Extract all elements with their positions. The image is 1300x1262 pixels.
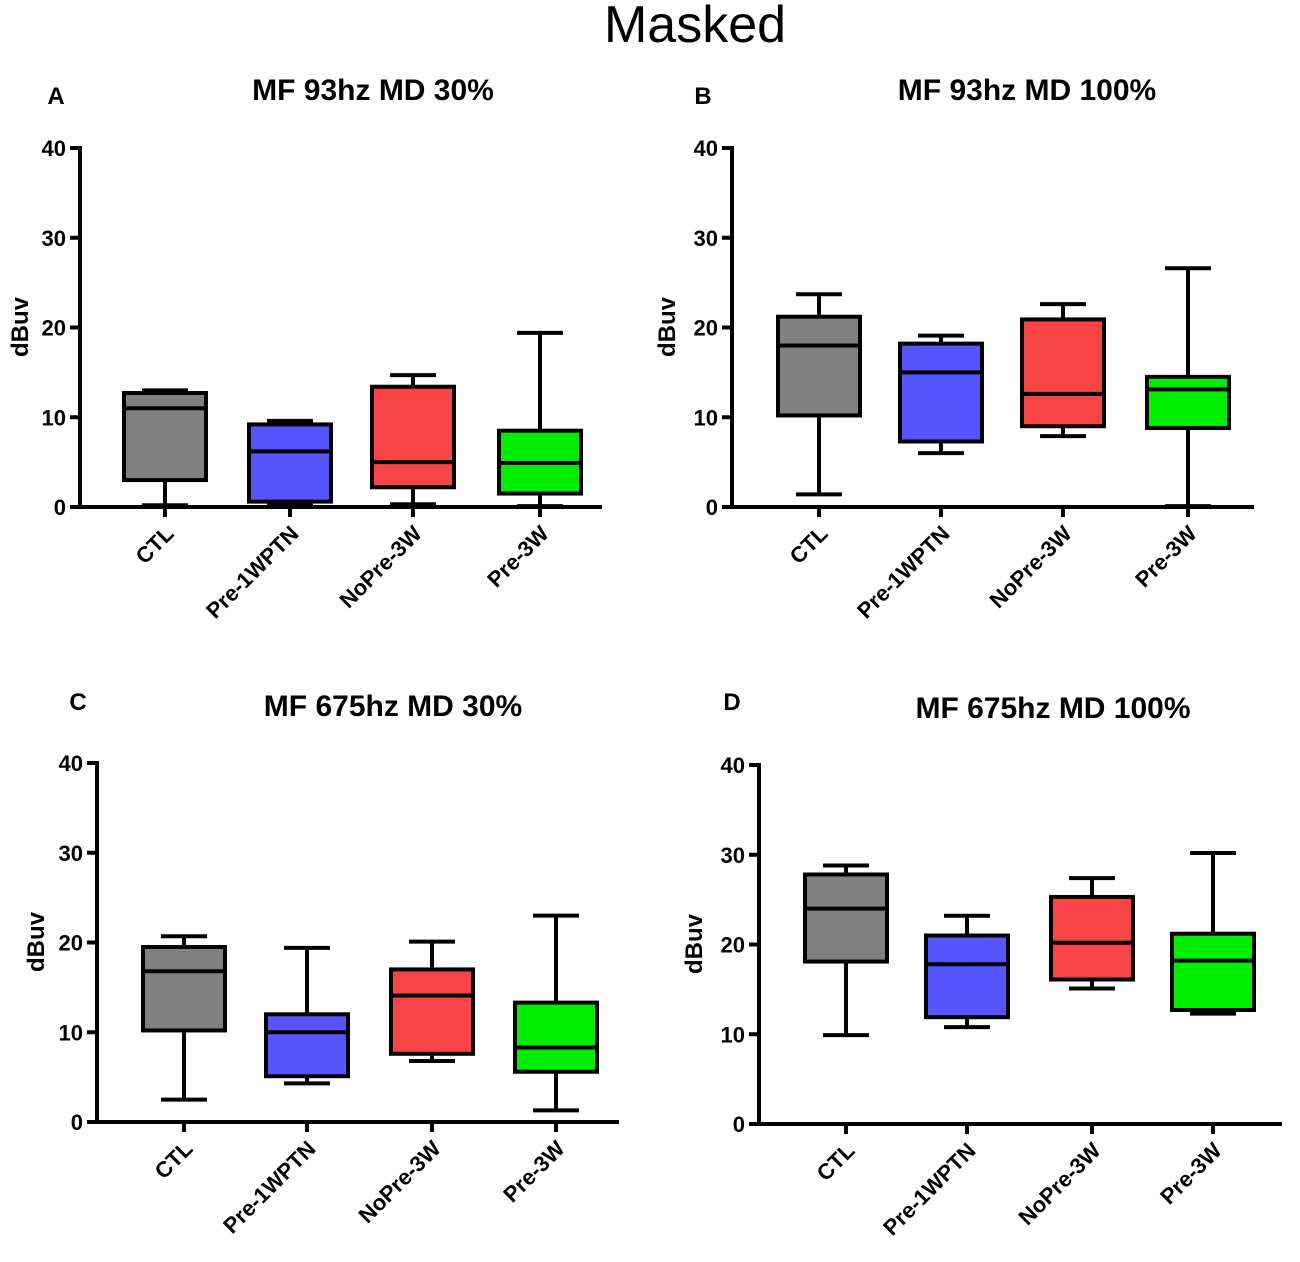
figure-title: Masked <box>604 0 786 54</box>
y-tick-label: 0 <box>733 1112 745 1137</box>
y-tick-label: 30 <box>721 843 745 868</box>
iqr-box <box>264 1012 350 1079</box>
box-pre-3w: Pre-3W <box>1130 266 1231 592</box>
category-label: Pre-3W <box>1155 1138 1226 1209</box>
iqr-box <box>122 391 208 483</box>
y-axis-title: dBuv <box>23 911 50 972</box>
y-tick-label: 40 <box>721 753 745 778</box>
y-tick-label: 40 <box>694 136 718 161</box>
box-ctl: CTL <box>776 292 862 569</box>
iqr-box <box>924 933 1010 1020</box>
box-ctl: CTL <box>122 388 208 569</box>
box-pre-1wptn: Pre-1WPTN <box>878 913 1010 1240</box>
y-tick-label: 0 <box>54 495 66 520</box>
y-tick-label: 30 <box>694 226 718 251</box>
box-pre-3w: Pre-3W <box>482 330 583 592</box>
y-axis-title: dBuv <box>654 296 681 357</box>
y-tick-label: 10 <box>721 1022 745 1047</box>
panel-letter: B <box>694 83 711 110</box>
y-tick-label: 30 <box>42 226 66 251</box>
panel-a: A MF 93hz MD 30% dBuv 0 10 20 30 40 CTL Pre-1WPTN… <box>7 74 602 623</box>
y-tick-label: 30 <box>59 841 83 866</box>
y-tick-label: 20 <box>694 316 718 341</box>
panel-letter: A <box>47 83 64 110</box>
box-pre-3w: Pre-3W <box>1155 850 1256 1209</box>
box-pre-1wptn: Pre-1WPTN <box>218 945 350 1238</box>
iqr-box <box>1020 317 1106 429</box>
y-axis-title: dBuv <box>681 913 708 974</box>
panel-d: D MF 675hz MD 100% dBuv 0 10 20 30 40 CTL Pre-1WP… <box>681 689 1282 1240</box>
y-tick-label: 40 <box>59 751 83 776</box>
category-label: CTL <box>812 1138 860 1186</box>
iqr-box <box>141 944 227 1033</box>
y-tick-label: 10 <box>42 405 66 430</box>
panel-title: MF 675hz MD 30% <box>264 690 522 723</box>
y-tick-label: 0 <box>71 1110 83 1135</box>
y-tick-label: 0 <box>706 495 718 520</box>
box-nopre-3w: NoPre-3W <box>1014 876 1135 1230</box>
panel-b: B MF 93hz MD 100% dBuv 0 10 20 30 40 CTL Pre-1WPT… <box>654 74 1254 623</box>
category-label: Pre-1WPTN <box>852 521 954 623</box>
panel-letter: C <box>69 689 86 716</box>
iqr-box <box>1145 374 1231 431</box>
category-label: NoPre-3W <box>1014 1138 1106 1230</box>
category-label: CTL <box>131 521 179 569</box>
panel-title: MF 93hz MD 100% <box>898 74 1156 107</box>
y-tick-label: 20 <box>59 931 83 956</box>
iqr-box <box>1049 894 1135 982</box>
iqr-box <box>370 384 456 490</box>
category-label: Pre-1WPTN <box>218 1136 320 1238</box>
box-nopre-3w: NoPre-3W <box>335 373 456 613</box>
category-label: NoPre-3W <box>985 521 1077 613</box>
iqr-box <box>389 967 475 1056</box>
box-pre-1wptn: Pre-1WPTN <box>852 333 984 623</box>
box-nopre-3w: NoPre-3W <box>354 939 475 1228</box>
iqr-box <box>776 314 862 418</box>
iqr-box <box>1170 931 1256 1013</box>
category-label: NoPre-3W <box>354 1136 446 1228</box>
panel-c: C MF 675hz MD 30% dBuv 0 10 20 30 40 CTL Pre-1WPT… <box>23 689 619 1238</box>
iqr-box <box>803 872 889 964</box>
box-nopre-3w: NoPre-3W <box>985 302 1106 613</box>
category-label: Pre-1WPTN <box>878 1138 980 1240</box>
category-label: Pre-3W <box>498 1136 569 1207</box>
panel-letter: D <box>723 689 740 716</box>
box-pre-3w: Pre-3W <box>498 913 599 1207</box>
category-label: CTL <box>150 1136 198 1184</box>
y-tick-label: 20 <box>42 316 66 341</box>
y-tick-label: 20 <box>721 933 745 958</box>
panel-title: MF 93hz MD 30% <box>252 74 494 107</box>
y-tick-label: 10 <box>694 405 718 430</box>
category-label: CTL <box>785 521 833 569</box>
box-ctl: CTL <box>141 934 227 1184</box>
panel-title: MF 675hz MD 100% <box>915 692 1190 725</box>
y-tick-label: 10 <box>59 1020 83 1045</box>
iqr-box <box>513 1000 599 1074</box>
iqr-box <box>898 341 984 444</box>
box-ctl: CTL <box>803 863 889 1186</box>
category-label: Pre-3W <box>482 521 553 592</box>
y-axis-title: dBuv <box>7 296 34 357</box>
iqr-box <box>247 422 333 504</box>
category-label: Pre-1WPTN <box>201 521 303 623</box>
y-tick-label: 40 <box>42 136 66 161</box>
category-label: NoPre-3W <box>335 521 427 613</box>
category-label: Pre-3W <box>1130 521 1201 592</box>
box-pre-1wptn: Pre-1WPTN <box>201 418 333 623</box>
